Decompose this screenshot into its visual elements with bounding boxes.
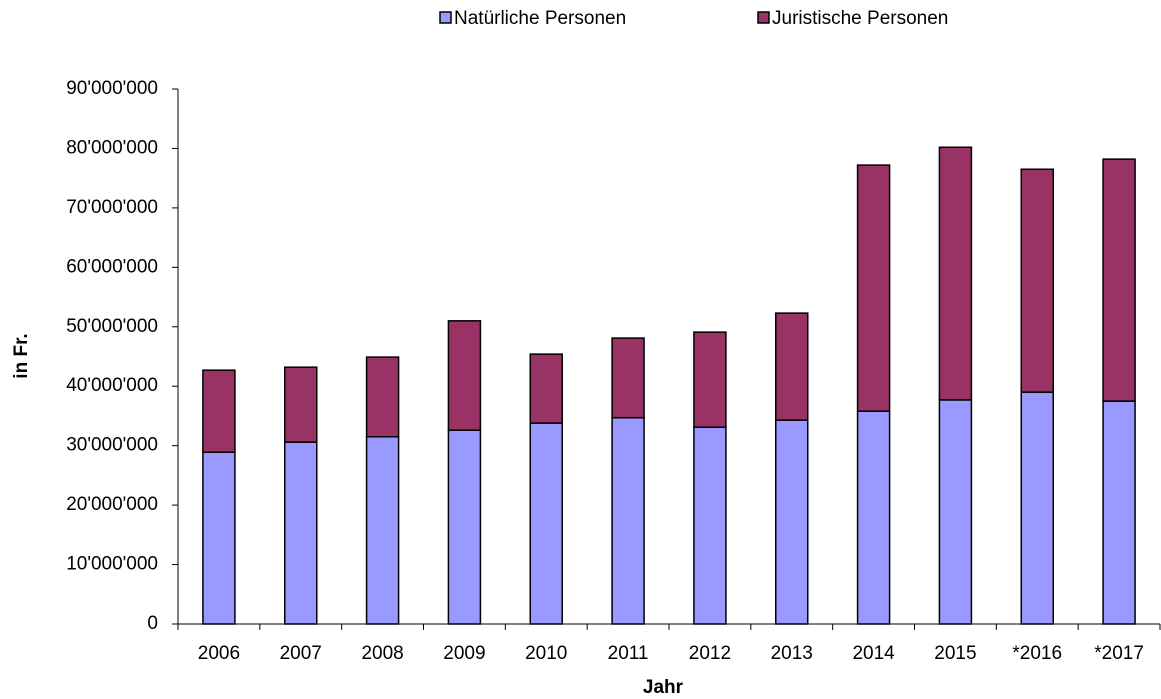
y-tick-label: 40'000'000 xyxy=(66,375,158,396)
y-tick-label: 50'000'000 xyxy=(66,316,158,337)
bar-segment xyxy=(202,451,236,625)
x-tick-label: 2009 xyxy=(443,643,485,664)
bar-segment xyxy=(447,320,482,431)
y-tick-label: 20'000'000 xyxy=(66,494,158,515)
bar-segment xyxy=(1020,168,1054,393)
bar-segment xyxy=(1102,158,1136,402)
bar-segment xyxy=(284,441,318,625)
x-tick-label: 2011 xyxy=(608,643,649,664)
bar-segment xyxy=(1102,400,1136,625)
legend-swatch xyxy=(439,11,452,24)
y-tick-label: 30'000'000 xyxy=(66,435,158,456)
bar-segment xyxy=(447,429,482,625)
bar-segment xyxy=(529,353,563,424)
bar-segment xyxy=(284,366,318,443)
x-tick-label: *2016 xyxy=(1012,643,1062,664)
bar-segment xyxy=(529,422,563,625)
y-tick-label: 0 xyxy=(147,613,158,634)
x-tick-label: 2010 xyxy=(525,643,567,664)
bar-segment xyxy=(693,426,727,625)
bar-segment xyxy=(938,146,973,401)
x-tick-label: 2014 xyxy=(852,643,895,664)
y-axis-title: in Fr. xyxy=(11,333,32,378)
bar-segment xyxy=(938,399,973,625)
x-tick-label: 2012 xyxy=(689,643,731,664)
x-tick-label: 2006 xyxy=(198,643,240,664)
x-tick-label: 2013 xyxy=(771,643,813,664)
bar-segment xyxy=(856,410,891,625)
bar-segment xyxy=(775,419,809,625)
y-tick-label: 80'000'000 xyxy=(66,137,158,158)
bar-segment xyxy=(611,337,645,419)
bar-segment xyxy=(856,164,891,412)
bar-segment xyxy=(365,356,400,438)
x-tick-label: 2015 xyxy=(934,643,976,664)
y-tick-label: 10'000'000 xyxy=(66,554,158,575)
y-tick-label: 70'000'000 xyxy=(66,197,158,218)
bar-segment xyxy=(365,436,400,625)
bar-segment xyxy=(202,369,236,453)
legend-label: Natürliche Personen xyxy=(454,8,626,29)
bar-segment xyxy=(775,312,809,421)
x-tick-label: 2008 xyxy=(361,643,403,664)
y-tick-label: 60'000'000 xyxy=(66,256,158,277)
bar-segment xyxy=(693,331,727,428)
y-tick-label: 90'000'000 xyxy=(66,78,158,99)
legend-swatch xyxy=(757,11,770,24)
bar-segment xyxy=(1020,391,1054,625)
legend-label: Juristische Personen xyxy=(772,8,948,29)
bar-segment xyxy=(611,416,645,625)
x-tick-label: *2017 xyxy=(1094,643,1144,664)
x-axis-title: Jahr xyxy=(643,677,684,698)
x-tick-label: 2007 xyxy=(280,643,322,664)
